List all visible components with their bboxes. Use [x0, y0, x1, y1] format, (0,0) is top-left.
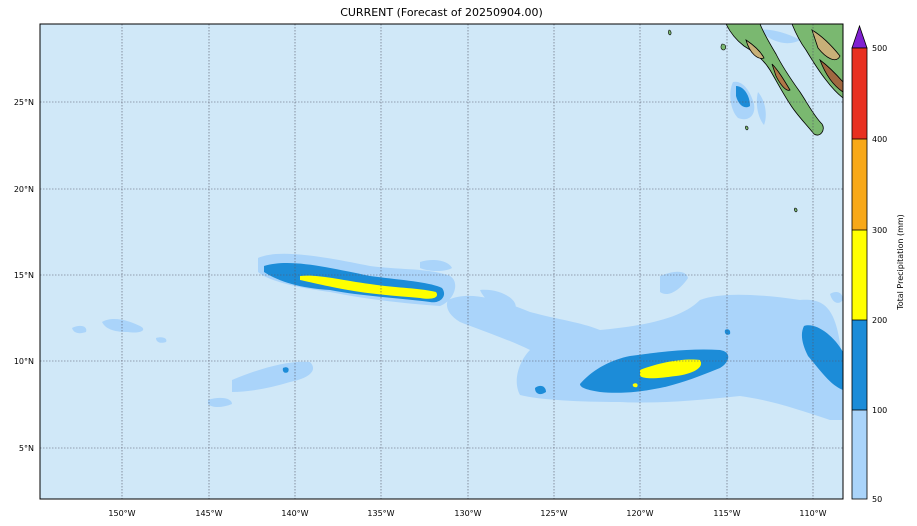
lat-label: 20°N — [14, 185, 34, 194]
lon-label: 130°W — [454, 509, 481, 518]
lat-label: 5°N — [19, 444, 34, 453]
lon-labels: 150°W 145°W 140°W 135°W 130°W 125°W 120°… — [108, 509, 826, 518]
colorbar-segment — [852, 48, 867, 139]
map-title: CURRENT (Forecast of 20250904.00) — [340, 6, 543, 19]
lat-labels: 25°N 20°N 15°N 10°N 5°N — [14, 98, 34, 453]
lon-label: 140°W — [281, 509, 308, 518]
lon-label: 120°W — [626, 509, 653, 518]
colorbar-segment — [852, 320, 867, 410]
land-mexico — [725, 24, 843, 136]
colorbar-segment — [852, 230, 867, 320]
colorbar-tick: 300 — [872, 226, 887, 235]
colorbar-segment — [852, 139, 867, 230]
colorbar-tick: 100 — [872, 406, 887, 415]
lat-label: 15°N — [14, 271, 34, 280]
colorbar-segment — [852, 410, 867, 499]
colorbar-label: Total Precipitation (mm) — [896, 214, 905, 311]
lon-label: 150°W — [108, 509, 135, 518]
lon-label: 135°W — [367, 509, 394, 518]
lat-label: 25°N — [14, 98, 34, 107]
colorbar-tick: 50 — [872, 495, 882, 504]
colorbar-tick: 200 — [872, 316, 887, 325]
colorbar-extend-arrow — [851, 24, 868, 49]
graticule — [40, 24, 843, 499]
lat-label: 10°N — [14, 357, 34, 366]
lon-label: 145°W — [195, 509, 222, 518]
colorbar-tick: 500 — [872, 44, 887, 53]
lon-label: 115°W — [713, 509, 740, 518]
colorbar-tick: 400 — [872, 135, 887, 144]
colorbar: 50 100 200 300 400 500 Total Precipitati… — [851, 24, 905, 504]
islands — [668, 29, 798, 213]
lon-label: 125°W — [540, 509, 567, 518]
lon-label: 110°W — [799, 509, 826, 518]
precip-heavy — [300, 275, 702, 388]
map-frame — [39, 23, 844, 500]
